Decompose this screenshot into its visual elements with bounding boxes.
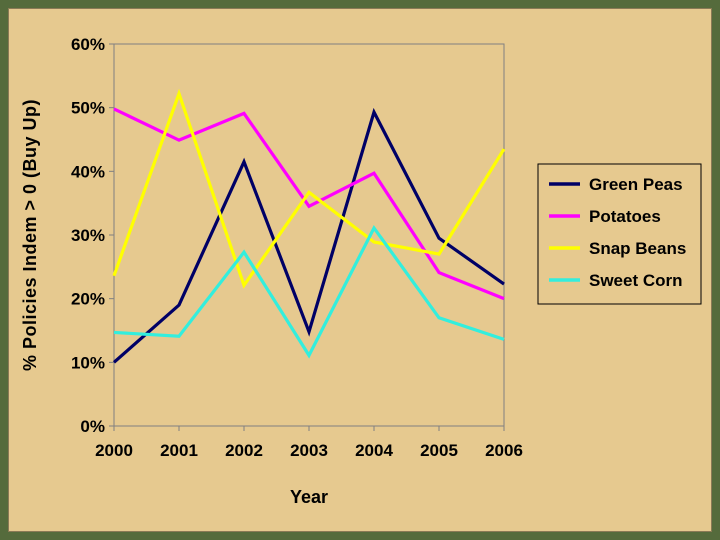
y-tick-label: 30% [71, 226, 105, 245]
line-chart: 0%10%20%30%40%50%60% 2000 2001 2002 2003 200… [20, 35, 702, 507]
y-tick-label: 50% [71, 99, 105, 118]
series-line-sweet-corn [113, 224, 505, 359]
y-tick-label: 60% [71, 35, 105, 54]
legend-label: Snap Beans [589, 239, 686, 258]
y-tick-label: 10% [71, 353, 105, 372]
slide-background: 0% 10% 20% 30% 40% 50% 60% 2000 2001 2002 2003 200… [8, 8, 712, 532]
x-tick-label: 2005 [420, 441, 458, 460]
x-tick-label: 2002 [225, 441, 263, 460]
x-tick-label: 2003 [290, 441, 328, 460]
series-line-potatoes [113, 107, 505, 301]
x-tick-label: 2006 [485, 441, 523, 460]
y-axis: 0% 10% 20% 30% 40% 50% 60% [71, 35, 114, 436]
series-line-green-peas [112, 107, 505, 364]
x-tick-label: 2000 [95, 441, 133, 460]
series-line-snap-beans [112, 88, 506, 289]
legend: Green Peas Potatoes Snap Beans Sweet Corn [537, 163, 702, 305]
series-lines [112, 88, 506, 364]
y-axis-title: % Policies Indem > 0 (Buy Up) [20, 99, 40, 371]
legend-label: Potatoes [589, 207, 661, 226]
legend-label: Green Peas [589, 175, 683, 194]
y-tick-label: 20% [71, 290, 105, 309]
x-axis-title: Year [290, 487, 328, 507]
legend-label: Sweet Corn [589, 271, 683, 290]
plot-area [113, 43, 505, 427]
x-tick-label: 2001 [160, 441, 198, 460]
y-tick-label: 0% [80, 417, 105, 436]
x-axis: 2000 2001 2002 2003 2004 2005 2006 [95, 426, 523, 460]
x-tick-label: 2004 [355, 441, 393, 460]
y-tick-label: 40% [71, 162, 105, 181]
